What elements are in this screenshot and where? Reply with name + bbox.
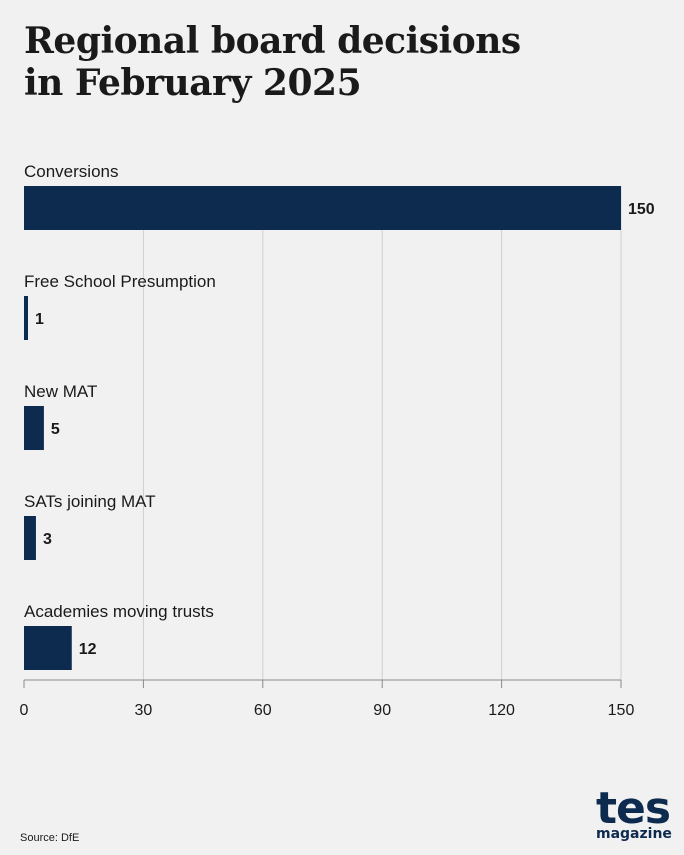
value-label: 150 — [628, 201, 655, 218]
x-tick-label: 30 — [135, 702, 153, 719]
x-tick-label: 150 — [608, 702, 635, 719]
source-note: Source: DfE — [20, 832, 80, 844]
category-label: SATs joining MAT — [24, 492, 156, 511]
value-label: 3 — [43, 531, 52, 548]
category-label: Conversions — [24, 162, 119, 181]
bar — [24, 406, 44, 450]
chart-title-line-1: Regional board decisions — [24, 20, 521, 62]
value-label: 5 — [51, 421, 60, 438]
bar-chart: Conversions 150 Free School Presumption 1 Ne… — [20, 162, 655, 719]
chart-title: Regional board decisions in February 202… — [24, 20, 624, 104]
value-label: 1 — [35, 311, 44, 328]
bar — [24, 186, 621, 230]
x-tick-label: 120 — [488, 702, 515, 719]
value-label: 12 — [79, 641, 97, 658]
category-label: New MAT — [24, 382, 97, 401]
bar — [24, 516, 36, 560]
x-tick-label: 60 — [254, 702, 272, 719]
bar — [24, 296, 28, 340]
category-label: Free School Presumption — [24, 272, 216, 291]
chart-title-line-2: in February 2025 — [24, 62, 362, 104]
tes-magazine-logo: tes magazine — [596, 783, 672, 848]
logo-subtitle: magazine — [596, 826, 672, 842]
logo-wordmark: tes — [596, 783, 671, 834]
x-tick-label: 0 — [20, 702, 29, 719]
bar — [24, 626, 72, 670]
x-tick-label: 90 — [373, 702, 391, 719]
category-label: Academies moving trusts — [24, 602, 214, 621]
